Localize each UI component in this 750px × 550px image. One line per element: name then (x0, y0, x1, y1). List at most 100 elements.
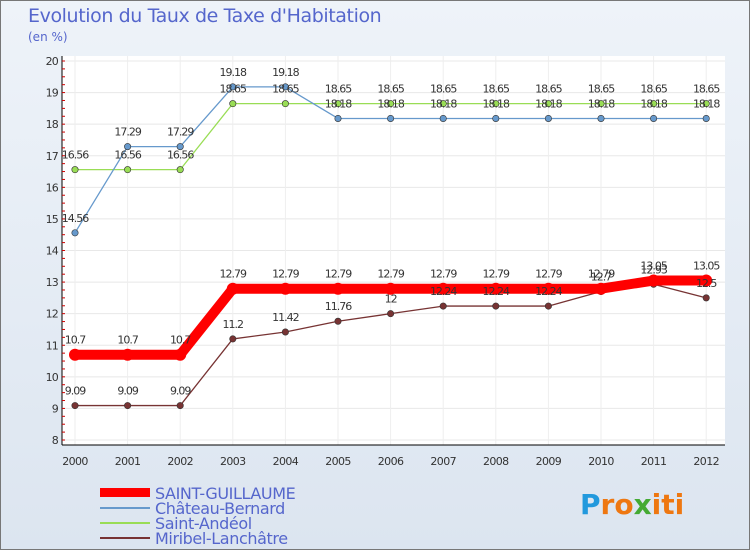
data-label: 18.18 (588, 97, 615, 110)
y-tick-label: 20 (46, 55, 59, 68)
data-label: 18.18 (483, 97, 510, 110)
data-label: 10.7 (170, 334, 191, 347)
data-point (281, 328, 289, 336)
data-label: 18.18 (535, 97, 562, 110)
logo-letter: i (651, 488, 662, 521)
data-point (439, 302, 447, 310)
data-label: 17.29 (167, 126, 194, 139)
data-point (226, 282, 239, 295)
data-label: 18.18 (640, 97, 667, 110)
data-label: 18.65 (325, 83, 352, 96)
data-point (229, 83, 237, 91)
data-label: 18.65 (693, 83, 720, 96)
x-tick-label: 2007 (430, 455, 456, 468)
legend-item: Saint-Andéol (155, 514, 252, 533)
proxiti-logo: Proxiti (580, 488, 684, 521)
data-label: 12.93 (640, 263, 667, 276)
data-point (71, 402, 79, 410)
data-point (647, 274, 660, 287)
data-label: 17.29 (114, 126, 141, 139)
data-label: 12.79 (220, 268, 247, 281)
data-point (650, 100, 658, 108)
y-tick-label: 14 (46, 245, 59, 258)
logo-letter: t (661, 488, 675, 521)
data-label: 12.24 (535, 285, 562, 298)
data-label: 12.79 (272, 268, 299, 281)
y-tick-label: 16 (46, 181, 59, 194)
data-label: 18.65 (640, 83, 667, 96)
data-label: 9.09 (117, 385, 138, 398)
data-label: 18.65 (430, 83, 457, 96)
data-label: 18.65 (588, 83, 615, 96)
data-point (124, 143, 132, 151)
logo-letter: i (674, 488, 685, 521)
data-point (700, 274, 713, 287)
data-point (121, 348, 134, 361)
data-label: 12.79 (430, 268, 457, 281)
data-point (124, 402, 132, 410)
chart-title: Evolution du Taux de Taxe d'Habitation (28, 5, 382, 27)
legend-swatch (100, 537, 150, 539)
data-label: 10.7 (117, 334, 138, 347)
data-label: 12.24 (483, 285, 510, 298)
data-point (281, 100, 289, 108)
data-label: 19.18 (220, 66, 247, 79)
data-point (439, 100, 447, 108)
x-tick-label: 2009 (536, 455, 562, 468)
x-tick-label: 2008 (483, 455, 509, 468)
data-label: 12.5 (696, 277, 717, 290)
data-point (544, 100, 552, 108)
x-tick-label: 2001 (115, 455, 141, 468)
x-tick-label: 2006 (378, 455, 404, 468)
logo-letter: x (633, 488, 652, 521)
data-label: 12.7 (591, 271, 612, 284)
legend-swatch (100, 522, 150, 524)
data-label: 19.18 (272, 66, 299, 79)
data-point (229, 335, 237, 343)
data-label: 9.09 (65, 385, 86, 398)
data-label: 16.56 (167, 149, 194, 162)
data-label: 18.65 (377, 83, 404, 96)
data-point (492, 114, 500, 122)
data-point (71, 229, 79, 237)
data-point (124, 166, 132, 174)
data-point (542, 282, 555, 295)
data-label: 12.79 (483, 268, 510, 281)
data-point (334, 114, 342, 122)
data-label: 12.79 (535, 268, 562, 281)
data-point (229, 100, 237, 108)
data-point (702, 294, 710, 302)
y-tick-label: 8 (52, 434, 59, 447)
legend-swatch (100, 507, 150, 509)
data-point (702, 100, 710, 108)
data-point (176, 402, 184, 410)
data-point (437, 282, 450, 295)
y-tick-label: 19 (46, 87, 59, 100)
data-label: 9.09 (170, 385, 191, 398)
data-point (439, 114, 447, 122)
legend-swatch (100, 488, 150, 497)
data-point (387, 310, 395, 318)
data-label: 12.79 (377, 268, 404, 281)
data-point (387, 100, 395, 108)
legend-item: SAINT-GUILLAUME (155, 484, 296, 503)
data-point (544, 302, 552, 310)
data-point (544, 114, 552, 122)
data-point (384, 282, 397, 295)
data-label: 10.7 (65, 334, 86, 347)
y-tick-label: 12 (46, 308, 58, 321)
data-point (702, 114, 710, 122)
data-point (489, 282, 502, 295)
data-label: 12 (385, 293, 397, 306)
y-tick-label: 18 (46, 118, 59, 131)
data-label: 12.79 (325, 268, 352, 281)
y-tick-label: 11 (46, 339, 58, 352)
x-tick-label: 2004 (273, 455, 299, 468)
data-label: 18.65 (535, 83, 562, 96)
data-label: 13.05 (640, 260, 667, 273)
legend-item: Château-Bernard (155, 499, 285, 518)
data-point (387, 114, 395, 122)
x-tick-label: 2011 (641, 455, 667, 468)
data-label: 18.18 (430, 97, 457, 110)
